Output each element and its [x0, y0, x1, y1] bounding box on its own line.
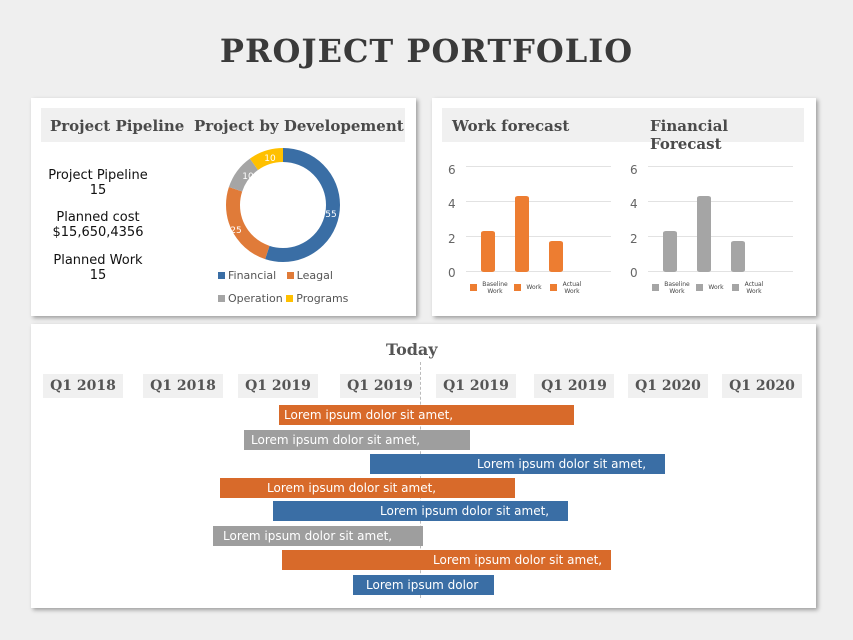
donut-legend: Financial Leagal Operation Programs — [218, 264, 388, 310]
quarter-label: Q1 2018 — [43, 374, 123, 398]
fin-bar-work — [697, 196, 711, 272]
quarter-label: Q1 2018 — [143, 374, 223, 398]
svg-text:55: 55 — [325, 210, 336, 220]
pipeline-header: Project Pipeline Project by Developement — [41, 108, 405, 142]
quarter-label: Q1 2020 — [722, 374, 802, 398]
stat-work: Planned Work 15 — [53, 253, 143, 283]
work-bar-work — [515, 196, 529, 272]
today-label: Today — [386, 340, 438, 359]
page-title: PROJECT PORTFOLIO — [219, 32, 634, 70]
work-bar-baseline — [481, 231, 495, 272]
quarter-label: Q1 2019 — [340, 374, 420, 398]
timeline-bar[interactable]: Lorem ipsum dolor sit amet, — [370, 454, 665, 474]
fin-bar-actual — [731, 241, 745, 272]
timeline-bar[interactable]: Lorem ipsum dolor sit amet, — [244, 430, 470, 450]
quarter-label: Q1 2020 — [628, 374, 708, 398]
stat-pipeline: Project Pipeline 15 — [48, 168, 148, 198]
timeline-bar[interactable]: Lorem ipsum dolor sit amet, — [273, 501, 568, 521]
stat-cost: Planned cost $15,650,4356 — [52, 210, 144, 240]
pipeline-card: Project Pipeline Project by Developement… — [31, 98, 416, 316]
header-work-forecast: Work forecast — [452, 117, 570, 135]
timeline-bar[interactable]: Lorem ipsum dolor sit amet, — [279, 405, 574, 425]
header-project-by-development: Project by Developement — [194, 117, 404, 135]
timeline-bar[interactable]: Lorem ipsum dolor sit amet, — [282, 550, 611, 570]
fin-bar-baseline — [663, 231, 677, 272]
header-financial-forecast: Financial Forecast — [650, 117, 729, 153]
timeline-bar[interactable]: Lorem ipsum dolor — [353, 575, 494, 595]
work-bar-actual — [549, 241, 563, 272]
svg-text:10: 10 — [264, 154, 276, 164]
quarter-label: Q1 2019 — [436, 374, 516, 398]
quarter-label: Q1 2019 — [238, 374, 318, 398]
donut-chart: 55 25 10 10 — [226, 148, 340, 262]
timeline-bar[interactable]: Lorem ipsum dolor sit amet, — [213, 526, 423, 546]
svg-text:10: 10 — [242, 172, 254, 182]
quarter-label: Q1 2019 — [534, 374, 614, 398]
forecast-header: Work forecast Financial Forecast — [442, 108, 804, 153]
header-project-pipeline: Project Pipeline — [50, 117, 185, 135]
timeline-bar[interactable]: Lorem ipsum dolor sit amet, — [220, 478, 515, 498]
svg-text:25: 25 — [230, 226, 241, 236]
